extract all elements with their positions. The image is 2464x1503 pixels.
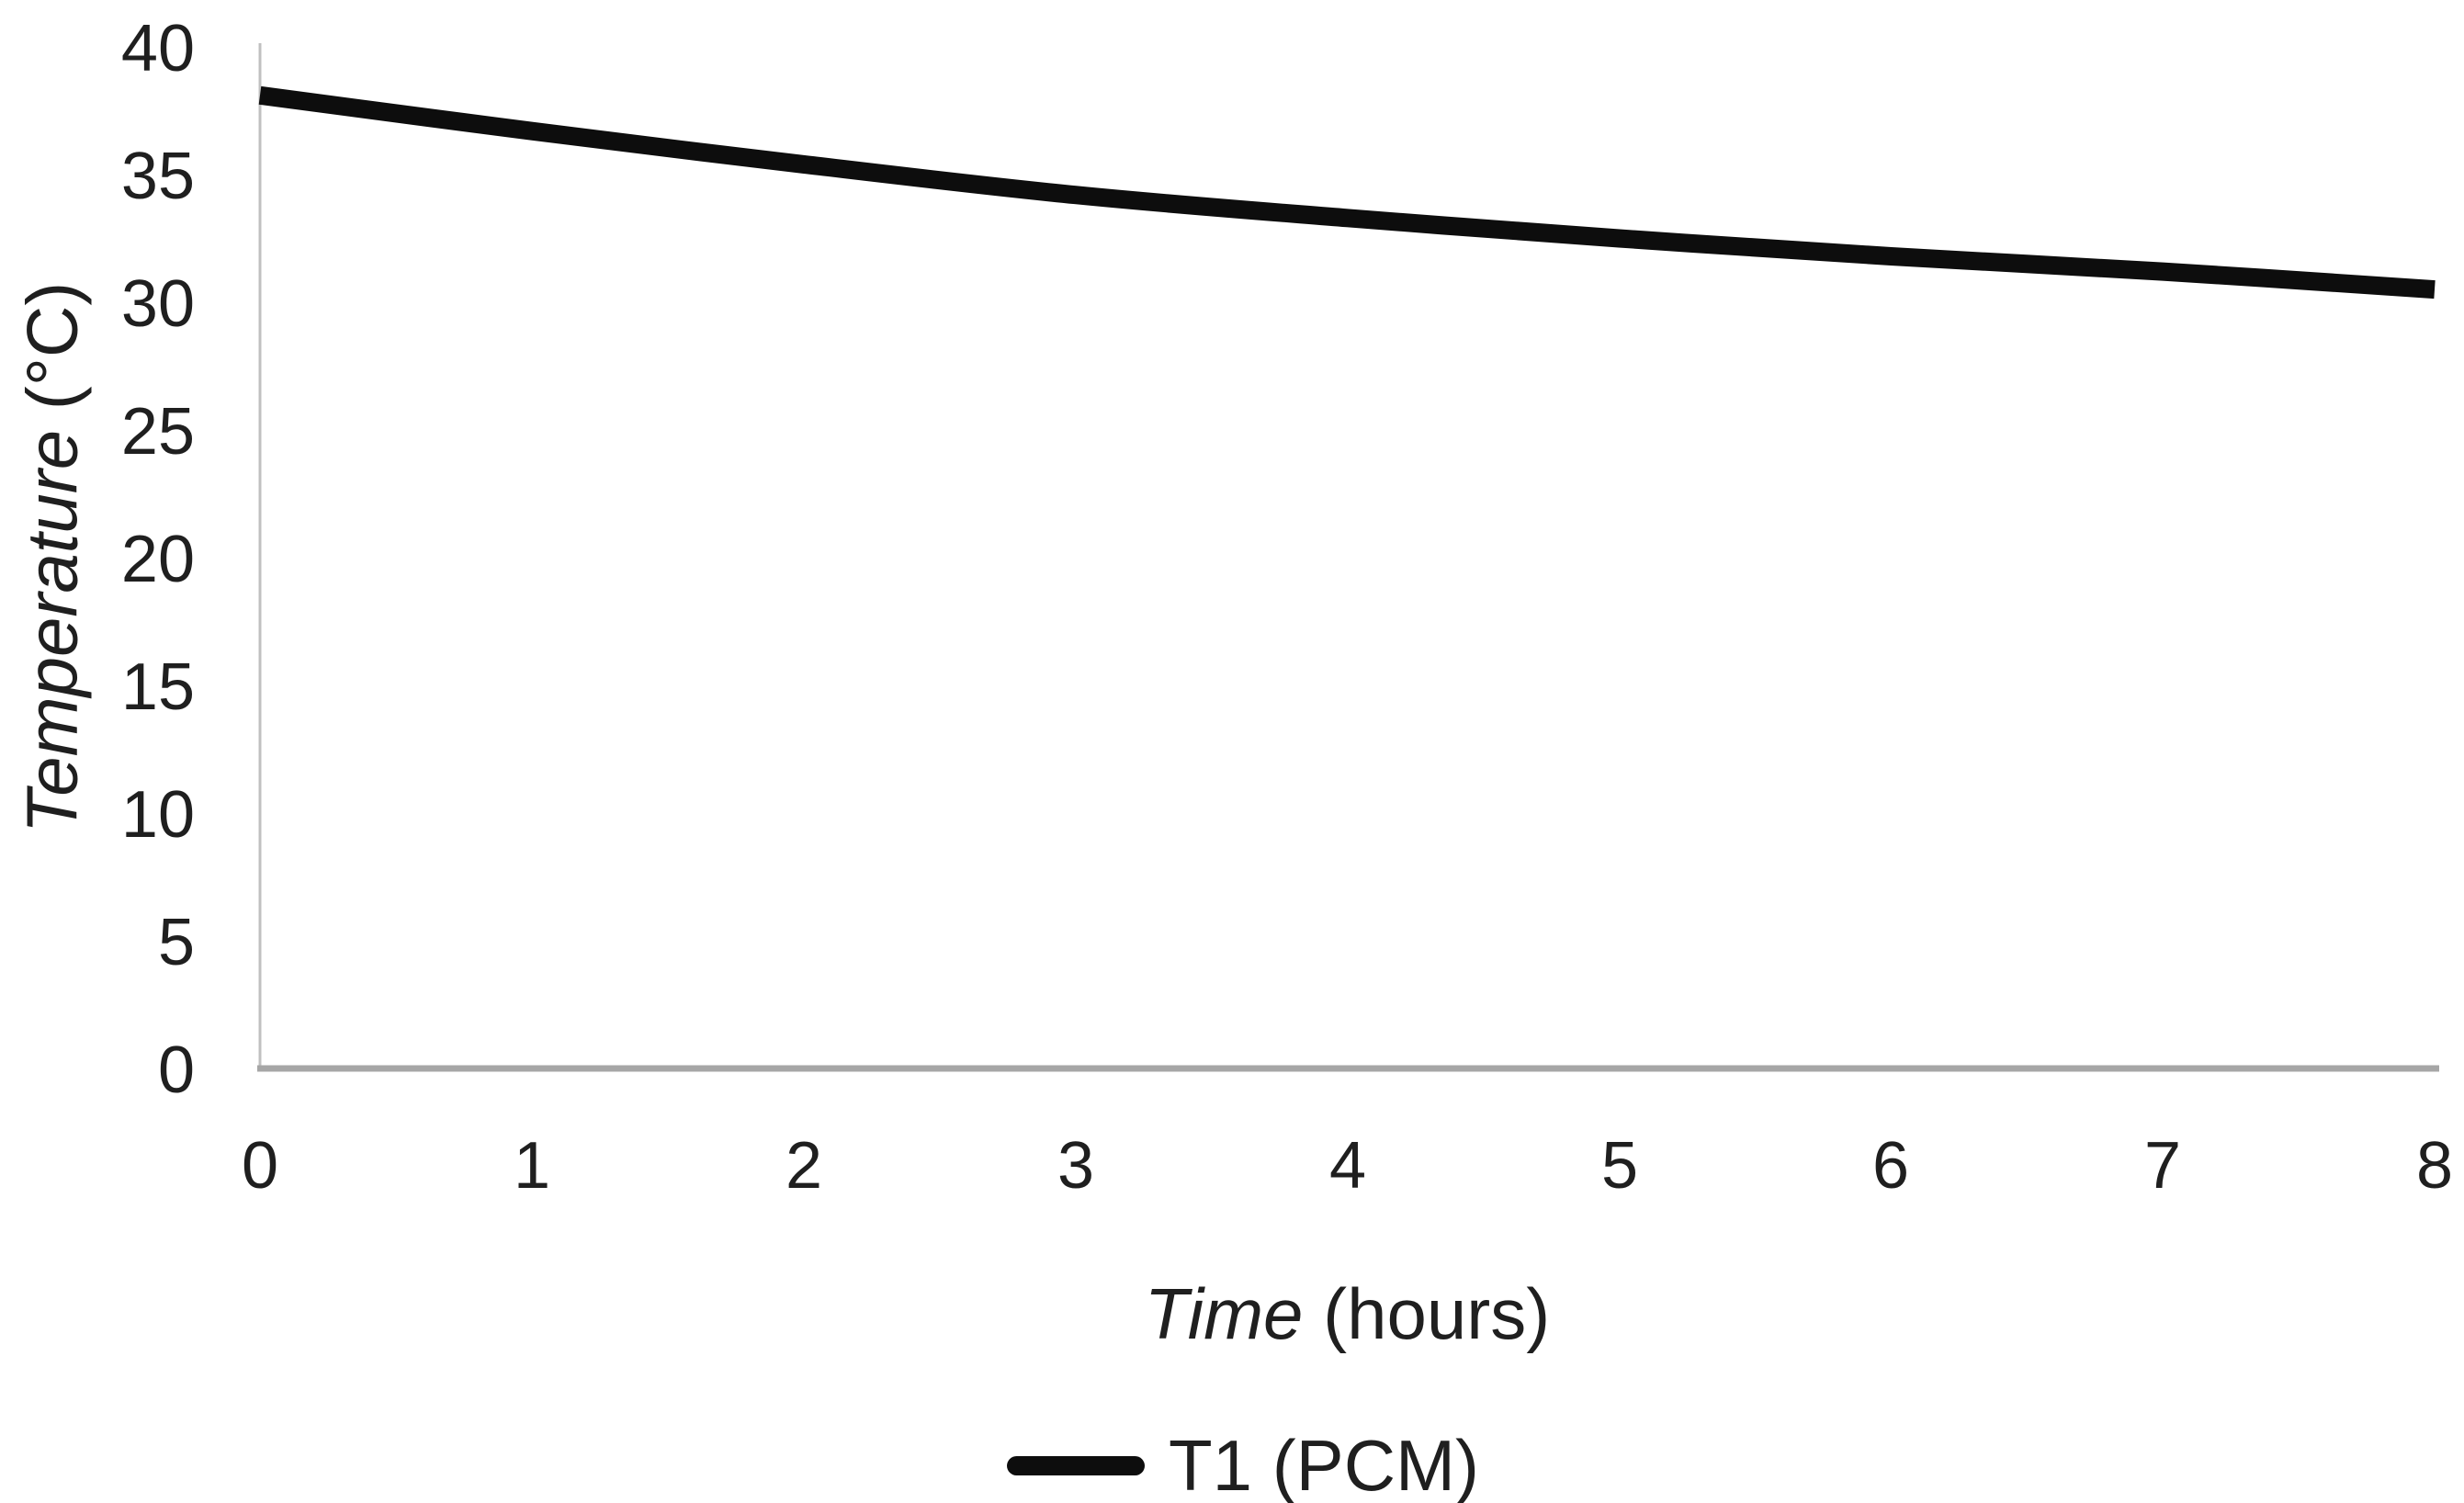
y-tick-label: 5 [158, 906, 195, 979]
y-tick-label: 30 [121, 267, 195, 341]
legend: T1 (PCM) [1007, 1419, 1479, 1503]
y-tick-label: 20 [121, 523, 195, 596]
x-tick-label: 5 [1601, 1129, 1638, 1203]
x-tick-label: 7 [2144, 1129, 2181, 1203]
x-tick-label: 4 [1329, 1129, 1366, 1203]
x-tick-label: 8 [2416, 1129, 2453, 1203]
x-tick-label: 2 [786, 1129, 822, 1203]
x-axis-title-regular: (hours) [1303, 1273, 1551, 1354]
y-tick-label: 35 [121, 140, 195, 213]
x-tick-label: 3 [1057, 1129, 1094, 1203]
x-tick-labels: 0 1 2 3 4 5 6 7 8 [242, 1129, 2453, 1203]
y-tick-label: 40 [121, 12, 195, 85]
x-axis-title: Time (hours) [260, 1272, 2435, 1356]
y-tick-label: 0 [158, 1034, 195, 1107]
y-tick-labels: 40 35 30 25 20 15 10 5 0 [121, 12, 195, 1107]
x-tick-label: 1 [514, 1129, 550, 1203]
y-axis-title: Temperature (°C) [11, 282, 95, 834]
y-tick-label: 10 [121, 778, 195, 852]
y-axis-title-italic: Temperature [11, 429, 93, 834]
legend-label: T1 (PCM) [1169, 1424, 1479, 1503]
legend-line-swatch [1007, 1455, 1145, 1475]
y-axis-title-regular: (°C) [11, 281, 93, 430]
x-tick-label: 6 [1872, 1129, 1909, 1203]
x-tick-label: 0 [242, 1129, 278, 1203]
y-tick-label: 25 [121, 395, 195, 469]
series-line-t1-pcm [258, 85, 2436, 299]
y-tick-label: 15 [121, 650, 195, 724]
x-axis-title-italic: Time [1144, 1273, 1304, 1354]
